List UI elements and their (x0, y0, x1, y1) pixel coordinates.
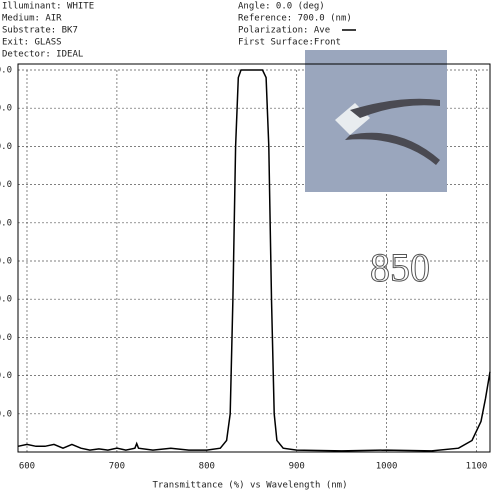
y-tick-label: 90.0 (0, 104, 12, 114)
x-tick-label: 900 (289, 462, 305, 472)
photo (305, 50, 447, 192)
y-tick-label: 30.0 (0, 333, 12, 343)
x-axis-label: Transmittance (%) vs Wavelength (nm) (152, 481, 347, 491)
y-tick-label: 10.0 (0, 409, 12, 419)
header-text: Substrate: BK7 (2, 26, 78, 36)
x-tick-label: 600 (19, 462, 35, 472)
x-tick-label: 1100 (466, 462, 488, 472)
y-tick-label: 100.0 (0, 66, 12, 76)
header-text: Medium: AIR (2, 14, 62, 24)
y-tick-label: 20.0 (0, 371, 12, 381)
x-tick-label: 800 (199, 462, 215, 472)
transmittance-line (17, 69, 491, 452)
y-tick-label: 50.0 (0, 257, 12, 267)
x-tick-label: 1000 (376, 462, 398, 472)
header-text: Angle: 0.0 (deg) (238, 2, 325, 12)
header-text: Exit: GLASS (2, 38, 62, 48)
header-text: Reference: 700.0 (nm) (238, 14, 352, 24)
x-tick-label: 700 (109, 462, 125, 472)
annotation: 850 (370, 245, 430, 290)
header-text: Detector: IDEAL (2, 50, 83, 60)
header-text: First Surface:Front (238, 38, 341, 48)
y-tick-label: 60.0 (0, 218, 12, 228)
y-tick-label: 80.0 (0, 142, 12, 152)
header-text: Polarization: Ave (238, 26, 330, 36)
y-tick-label: 40.0 (0, 295, 12, 305)
header-text: Illuminant: WHITE (2, 2, 94, 12)
photo-tweezers (345, 98, 440, 165)
y-tick-label: 70.0 (0, 180, 12, 190)
plot-frame (17, 63, 491, 453)
